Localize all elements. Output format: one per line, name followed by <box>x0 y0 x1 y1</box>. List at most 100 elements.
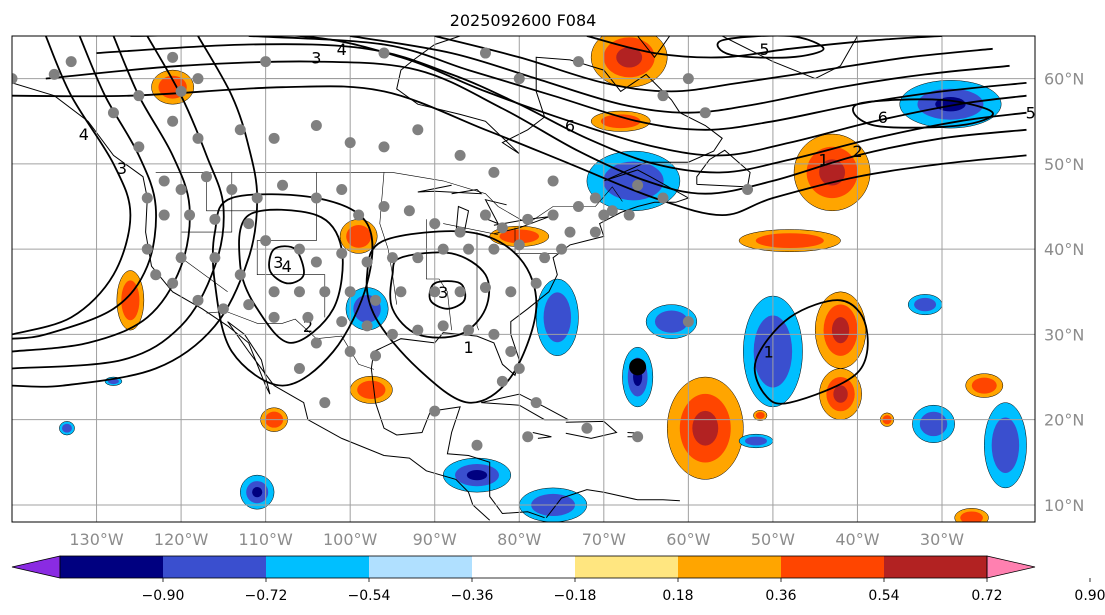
station-dot <box>530 277 542 289</box>
positive-anomaly-region <box>692 410 719 446</box>
station-dot <box>437 243 449 255</box>
longitude-tick-labels: 130°W 120°W 110°W 100°W 90°W 80°W 70°W 60°W 50°W… <box>69 530 964 549</box>
positive-anomaly-region <box>600 114 641 129</box>
colorbar-tick-label: 0.72 <box>971 588 1002 604</box>
contour-label: 1 <box>463 338 473 357</box>
coastline <box>565 420 618 439</box>
colorbar-swatch <box>472 556 575 578</box>
station-dot <box>742 183 754 195</box>
longitude-tick-label: 70°W <box>582 530 626 549</box>
contour-label: 3 <box>273 253 283 272</box>
station-dot <box>370 350 382 362</box>
political-boundary <box>425 219 452 331</box>
station-dot <box>175 252 187 264</box>
colorbar-tick-label: −0.90 <box>142 588 185 604</box>
station-dot <box>353 209 365 221</box>
contour-label: 4 <box>282 257 292 276</box>
contour-label: 1 <box>819 151 829 170</box>
station-dot <box>217 303 229 315</box>
station-dot <box>344 345 356 357</box>
negative-anomaly-region <box>252 487 263 498</box>
station-dot <box>429 286 441 298</box>
station-dot <box>48 68 60 80</box>
negative-anomaly-region <box>543 292 572 343</box>
station-dot <box>65 56 77 68</box>
latitude-tick-label: 50°N <box>1044 155 1084 174</box>
negative-anomaly-region <box>654 310 688 333</box>
contour-line <box>12 36 157 340</box>
station-dot <box>581 422 593 434</box>
station-dot <box>412 252 424 264</box>
station-dot <box>479 282 491 294</box>
station-dot <box>589 192 601 204</box>
gridline-layer <box>12 36 1035 522</box>
station-dot <box>632 179 644 191</box>
contour-line <box>268 245 305 285</box>
colorbar-tick-label: −0.36 <box>451 588 494 604</box>
positive-anomaly-region <box>971 377 997 394</box>
colorbar-tick-label: −0.54 <box>348 588 391 604</box>
station-dot <box>496 222 508 234</box>
colorbar-swatch <box>266 556 369 578</box>
station-dot <box>699 107 711 119</box>
station-dot <box>336 316 348 328</box>
station-dot <box>310 256 322 268</box>
latitude-tick-label: 10°N <box>1044 496 1084 515</box>
contour-line <box>96 43 1027 174</box>
positive-anomaly-region <box>755 411 765 419</box>
contour-label: 5 <box>759 40 769 59</box>
station-dot <box>378 201 390 213</box>
latitude-tick-label: 60°N <box>1044 70 1084 89</box>
contour-line <box>586 36 943 59</box>
station-dot <box>268 311 280 323</box>
station-dot <box>522 213 534 225</box>
station-dot <box>412 124 424 136</box>
station-dot <box>572 201 584 213</box>
station-layer <box>12 47 754 451</box>
political-boundary <box>476 232 479 331</box>
station-dot <box>260 56 272 68</box>
contour-line <box>12 36 225 370</box>
coastline <box>455 205 470 234</box>
colorbar-extend-high <box>986 555 1036 579</box>
station-dot <box>539 252 551 264</box>
map-title: 2025092600 F084 <box>450 11 597 30</box>
longitude-tick-label: 130°W <box>69 530 124 549</box>
latitude-tick-labels: 60°N 50°N 40°N 30°N 20°N 10°N <box>1044 70 1084 515</box>
station-dot <box>513 73 525 85</box>
contour-label: 1 <box>764 342 774 361</box>
contour-label: 5 <box>1026 104 1036 123</box>
station-dot <box>175 85 187 97</box>
station-dot <box>429 405 441 417</box>
contour-label: 4 <box>337 40 347 59</box>
station-dot <box>200 171 212 183</box>
station-dot <box>133 90 145 102</box>
station-dot <box>471 439 483 451</box>
station-dot <box>682 316 694 328</box>
station-dot <box>209 213 221 225</box>
station-dot <box>463 324 475 336</box>
colorbar-tick-label: 0.90 <box>1074 588 1105 604</box>
station-dot <box>623 209 635 221</box>
station-dot <box>386 328 398 340</box>
station-dot <box>226 183 238 195</box>
colorbar-swatch <box>575 556 678 578</box>
station-dot <box>234 124 246 136</box>
contour-line <box>852 98 994 129</box>
station-dot <box>530 397 542 409</box>
station-dot <box>167 277 179 289</box>
station-dot <box>454 286 466 298</box>
negative-anomaly-region <box>603 161 664 201</box>
negative-anomaly-region <box>62 423 72 433</box>
station-dot <box>302 311 314 323</box>
negative-anomaly-region <box>745 436 767 446</box>
station-dot <box>632 431 644 443</box>
positive-anomaly-region <box>831 317 850 344</box>
station-dot <box>556 243 568 255</box>
station-dot <box>141 243 153 255</box>
station-dot <box>488 166 500 178</box>
station-dot <box>454 149 466 161</box>
station-dot <box>479 209 491 221</box>
storm-center-marker <box>629 358 647 376</box>
colorbar-tick-label: 0.18 <box>662 588 693 604</box>
